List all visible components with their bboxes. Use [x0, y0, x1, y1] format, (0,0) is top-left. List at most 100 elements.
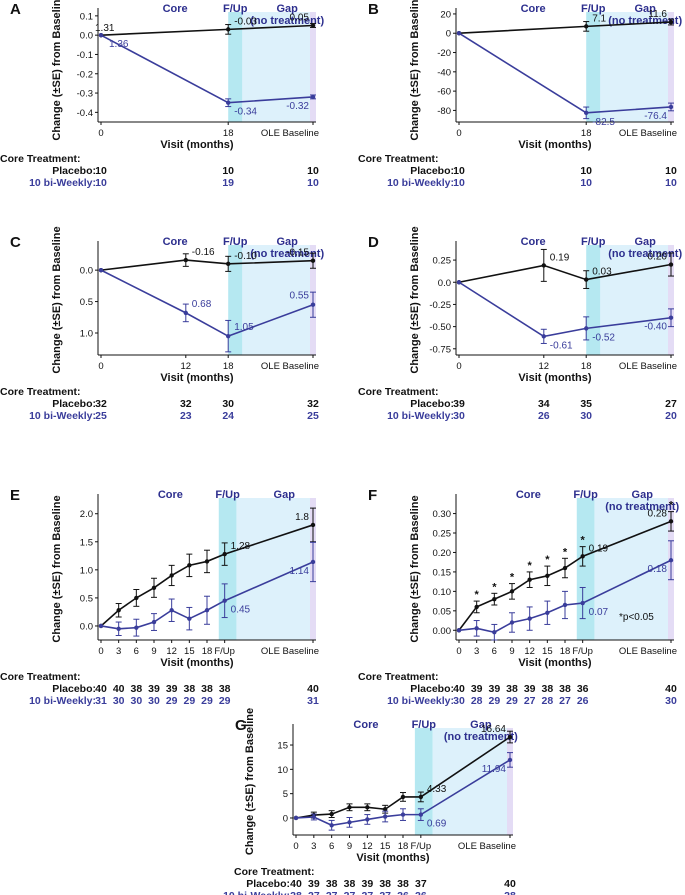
fup-label: F/Up	[581, 3, 606, 15]
gap-label: Gap	[634, 3, 656, 15]
data-point	[187, 563, 192, 568]
data-point	[580, 554, 585, 559]
gap-region	[242, 12, 316, 122]
data-point	[226, 100, 231, 105]
data-label: -76.4	[644, 111, 667, 122]
fup-label: F/Up	[412, 719, 437, 731]
y-axis-label: Change (±SE) from Baseline	[409, 226, 421, 373]
n-placebo: 40	[665, 683, 677, 695]
n-placebo: 10	[580, 165, 592, 177]
n-placebo: 38	[201, 683, 213, 695]
data-point	[310, 302, 316, 307]
data-point	[183, 310, 188, 316]
x-tick-label: 6	[134, 646, 139, 657]
y-tick-label: -0.2	[77, 69, 93, 80]
data-label: 0.68	[192, 299, 212, 310]
y-tick-label: 0.10	[433, 587, 452, 598]
x-tick-label: 18	[223, 361, 234, 372]
placebo-label: Placebo:	[410, 683, 454, 695]
x-axis-label: Visit (months)	[518, 139, 591, 151]
panel-f: Core F/Up Gap(no treatment) F 0.30 0.25 0.20 0.…	[358, 487, 680, 707]
data-point	[134, 595, 139, 601]
n-placebo: 40	[290, 878, 302, 890]
data-label: 0.55	[290, 291, 310, 302]
data-point	[310, 94, 316, 100]
n-treatment: 28	[471, 695, 483, 707]
data-point	[151, 619, 157, 625]
y-tick-label: -20	[437, 48, 451, 59]
data-point	[541, 263, 546, 268]
panel-c: Core F/Up Gap(no treatment) C 0.0 0.5 1.0 Chang…	[0, 226, 324, 422]
data-point	[226, 333, 231, 339]
n-treatment: 30	[665, 695, 677, 707]
gap-end-region	[507, 728, 513, 835]
data-point	[226, 27, 231, 32]
data-point	[365, 805, 370, 810]
n-placebo: 39	[166, 683, 178, 695]
x-tick-label: 18	[581, 361, 592, 372]
x-tick-label: 0	[456, 361, 461, 372]
series-line-placebo	[100, 259, 314, 271]
significance-star: *	[563, 546, 568, 558]
significance-star: *	[492, 581, 497, 593]
n-treatment: 30	[453, 410, 465, 422]
x-tick-label: 12	[524, 646, 535, 657]
data-label: 0.18	[648, 564, 668, 575]
y-tick-label: 0	[283, 813, 288, 824]
data-point	[98, 32, 104, 38]
n-treatment: 28	[541, 695, 553, 707]
data-point	[347, 820, 352, 825]
n-placebo: 10	[222, 165, 234, 177]
gap-region	[600, 12, 674, 122]
data-point	[400, 812, 406, 817]
y-tick-label: 0.0	[80, 31, 93, 42]
placebo-label: Placebo:	[410, 398, 454, 410]
data-point	[134, 625, 139, 630]
data-point	[527, 616, 532, 621]
n-treatment: 29	[488, 695, 500, 707]
n-treatment: 27	[379, 890, 391, 895]
fup-region	[218, 498, 237, 640]
y-axis-label: Change (±SE) from Baseline	[51, 495, 63, 642]
x-axis-label: Visit (months)	[160, 372, 233, 384]
n-placebo: 37	[415, 878, 427, 890]
panel-letter: D	[368, 234, 379, 251]
y-tick-label: 0.20	[433, 548, 452, 559]
data-label: 1.31	[95, 23, 115, 34]
gap-label: Gap	[632, 489, 654, 501]
data-label: -0.10	[234, 251, 257, 262]
data-point	[474, 626, 479, 631]
core-label: Core	[521, 236, 546, 248]
n-treatment: 29	[183, 695, 195, 707]
n-placebo: 40	[95, 683, 107, 695]
x-tick-label: OLE Baseline	[261, 128, 319, 139]
data-point	[187, 616, 192, 621]
n-placebo: 38	[219, 683, 231, 695]
x-tick-label: 12	[166, 646, 177, 657]
data-point	[418, 812, 424, 817]
x-tick-label: 6	[492, 646, 497, 657]
n-treatment: 30	[148, 695, 160, 707]
y-tick-label: -0.3	[77, 89, 93, 100]
x-tick-label: OLE Baseline	[619, 646, 677, 657]
x-axis-label: Visit (months)	[518, 657, 591, 669]
data-label: 11.94	[482, 764, 507, 775]
data-label: -0.03	[234, 16, 257, 27]
data-label: -0.40	[644, 322, 667, 333]
y-tick-label: 0.0	[80, 621, 93, 632]
fup-region	[228, 12, 243, 122]
data-point	[584, 326, 589, 331]
data-point	[183, 257, 188, 263]
n-placebo: 39	[488, 683, 500, 695]
data-label: 1.05	[234, 322, 254, 333]
panel-letter: G	[235, 717, 247, 734]
data-point	[545, 610, 550, 615]
data-point	[507, 757, 513, 763]
treatment-label: 10 bi-Weekly:	[29, 177, 96, 189]
data-label: 11.6	[648, 9, 667, 20]
n-treatment: 26	[397, 890, 409, 895]
placebo-label: Placebo:	[410, 165, 454, 177]
series-line-treatment	[458, 281, 672, 338]
fup-label: F/Up	[581, 236, 606, 248]
